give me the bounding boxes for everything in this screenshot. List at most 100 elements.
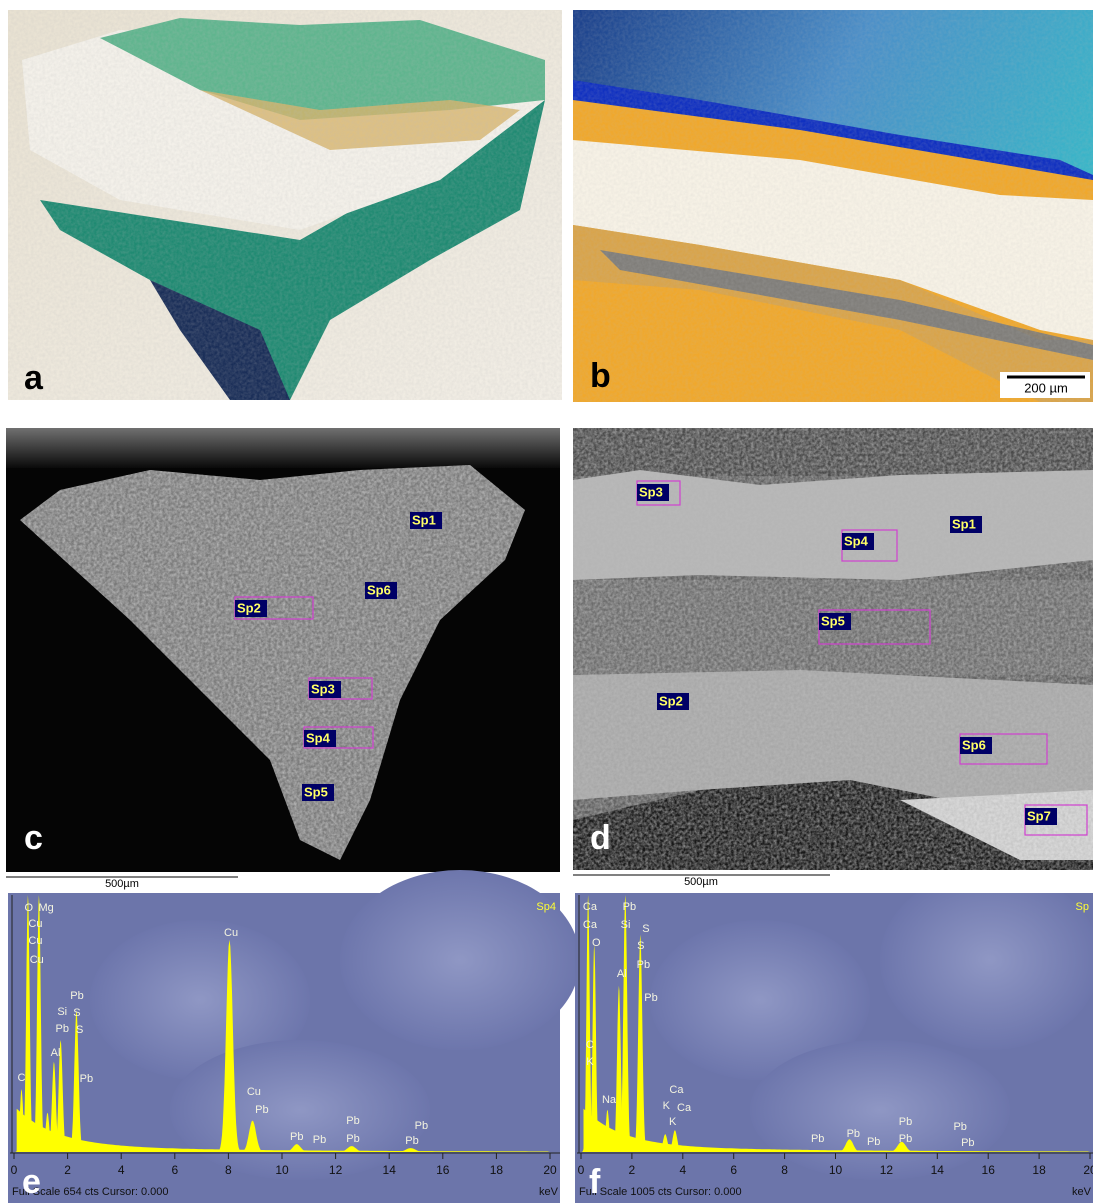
element-label: Cu (28, 935, 42, 947)
element-label: C (18, 1072, 26, 1084)
panel-letter: d (590, 819, 611, 857)
x-tick-label: 16 (982, 1163, 996, 1177)
element-label: Pb (961, 1137, 974, 1149)
element-label: Pb (899, 1133, 912, 1145)
element-label: O (24, 902, 33, 914)
spectrum-footer: Full Scale 1005 cts Cursor: 0.000 (579, 1186, 742, 1198)
x-tick-label: 18 (490, 1163, 504, 1177)
element-label: S (637, 940, 644, 952)
x-tick-label: 4 (118, 1163, 125, 1177)
x-tick-label: 8 (225, 1163, 232, 1177)
x-unit: keV (539, 1186, 559, 1198)
element-label: Pb (637, 959, 650, 971)
panel-a: a (8, 10, 562, 400)
element-label: Pb (346, 1115, 359, 1127)
element-label: S (642, 923, 649, 935)
x-tick-label: 10 (275, 1163, 289, 1177)
element-label: Pb (811, 1133, 824, 1145)
panel-letter: c (24, 819, 43, 857)
x-tick-label: 16 (436, 1163, 450, 1177)
element-label: O (592, 937, 601, 949)
spot-label: Sp4 (306, 730, 331, 745)
x-tick-label: 6 (171, 1163, 178, 1177)
x-tick-label: 8 (781, 1163, 788, 1177)
element-label: Pb (867, 1136, 880, 1148)
element-label: Ca (583, 919, 598, 931)
spot-label: Sp7 (1027, 808, 1051, 823)
scale-label: 500µm (105, 878, 139, 890)
element-label: Pb (953, 1121, 966, 1133)
element-label: Al (51, 1047, 61, 1059)
background-blob (880, 870, 1093, 1050)
sem-top (6, 428, 560, 468)
element-label: K (586, 1056, 594, 1068)
element-label: S (73, 1007, 80, 1019)
spot-label: Sp5 (821, 613, 845, 628)
element-label: Ca (677, 1102, 692, 1114)
x-tick-label: 6 (730, 1163, 737, 1177)
x-tick-label: 18 (1032, 1163, 1046, 1177)
panel-letter: b (590, 357, 611, 395)
x-tick-label: 10 (829, 1163, 843, 1177)
element-label: Cu (224, 927, 238, 939)
spot-label: Sp1 (412, 512, 436, 527)
x-tick-label: 12 (880, 1163, 894, 1177)
panel-letter: e (22, 1163, 41, 1201)
element-label: C (586, 1039, 594, 1051)
element-label: Na (602, 1094, 617, 1106)
element-label: K (663, 1100, 671, 1112)
x-tick-label: 0 (11, 1163, 18, 1177)
element-label: Pb (313, 1134, 326, 1146)
panel-b: 200 µm b (573, 10, 1093, 402)
element-label: Cu (28, 918, 42, 930)
element-label: Pb (70, 990, 83, 1002)
element-label: Pb (346, 1133, 359, 1145)
element-label: Ca (669, 1084, 684, 1096)
element-label: Pb (56, 1023, 69, 1035)
background-blob (750, 1040, 1010, 1180)
spot-label: Sp4 (844, 533, 869, 548)
element-label: S (76, 1024, 83, 1036)
spot-label: Sp6 (367, 582, 391, 597)
element-label: Cu (30, 954, 44, 966)
x-tick-label: 14 (383, 1163, 397, 1177)
background-blob (170, 1040, 430, 1180)
x-tick-label: 2 (629, 1163, 636, 1177)
element-label: Mg (39, 902, 54, 914)
element-label: Pb (644, 992, 657, 1004)
spot-label: Sp5 (304, 784, 328, 799)
x-unit: keV (1072, 1186, 1092, 1198)
scale-label: 200 µm (1024, 380, 1068, 395)
panel-d: 500µm d Sp3Sp1Sp4Sp5Sp2Sp6Sp7 (573, 428, 1093, 888)
spot-label: Sp1 (952, 516, 976, 531)
element-label: Pb (290, 1131, 303, 1143)
element-label: Pb (255, 1104, 268, 1116)
element-label: Pb (80, 1073, 93, 1085)
element-label: Cu (247, 1086, 261, 1098)
figure: a 200 µm b 500µm c Sp1Sp6Sp2Sp3Sp4Sp5 50… (0, 0, 1093, 1203)
x-tick-label: 2 (64, 1163, 71, 1177)
spot-label: Sp3 (311, 681, 335, 696)
element-label: Pb (847, 1128, 860, 1140)
x-tick-label: 20 (1083, 1163, 1093, 1177)
x-tick-label: 0 (578, 1163, 585, 1177)
texture (573, 10, 1093, 402)
x-tick-label: 14 (931, 1163, 945, 1177)
spectrum-tag: Sp (1076, 901, 1089, 913)
scale-label: 500µm (684, 876, 718, 888)
spot-label: Sp6 (962, 737, 986, 752)
panel-letter: a (24, 359, 44, 397)
element-label: Ca (583, 901, 598, 913)
element-label: Pb (899, 1116, 912, 1128)
spot-label: Sp2 (659, 693, 683, 708)
element-label: Al (617, 968, 627, 980)
texture (8, 10, 562, 400)
spectrum-tag: Sp4 (536, 901, 556, 913)
panel-letter: f (589, 1163, 601, 1201)
element-label: Si (57, 1006, 67, 1018)
element-label: Pb (623, 901, 636, 913)
element-label: K (669, 1116, 677, 1128)
element-label: Si (621, 919, 631, 931)
x-tick-label: 20 (543, 1163, 557, 1177)
